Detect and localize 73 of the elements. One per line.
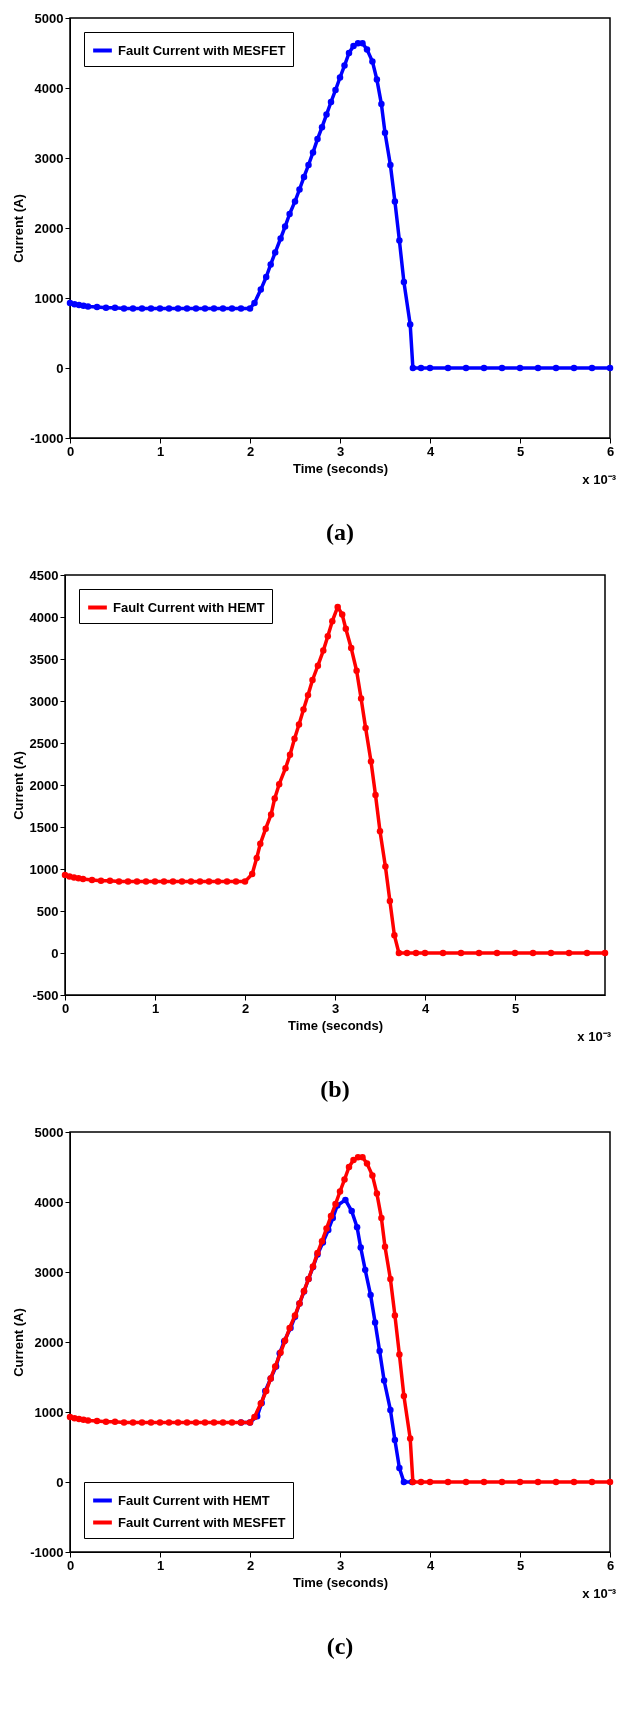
text: (c) xyxy=(326,1633,354,1659)
x-tick-label: 4 xyxy=(426,1557,435,1573)
point xyxy=(371,1319,379,1326)
y-axis-title: Current (A) xyxy=(11,194,27,263)
y-tick-label: 1000 xyxy=(34,1404,64,1420)
point xyxy=(387,1406,394,1414)
point xyxy=(348,1207,355,1215)
y-tick-label: 4000 xyxy=(29,609,59,625)
x-tick-label: 6 xyxy=(606,443,615,459)
y-axis-title: Current (A) xyxy=(10,751,26,820)
y-tick-label: -1000 xyxy=(30,1544,64,1560)
legend-label: Fault Current with MESFET xyxy=(118,42,286,58)
y-tick-label: 5000 xyxy=(34,10,64,26)
x-tick-label: 4 xyxy=(426,443,435,459)
point xyxy=(367,1291,374,1299)
y-tick-label: 1000 xyxy=(34,290,64,306)
y-tick-label: 3000 xyxy=(29,693,59,709)
point xyxy=(357,1244,364,1251)
y-tick-label: 4000 xyxy=(34,80,64,96)
x-tick-label: 4 xyxy=(421,1000,430,1016)
text: x 10⁻³ xyxy=(582,472,617,487)
x-tick-label: 5 xyxy=(516,1557,525,1573)
y-tick-label: 5000 xyxy=(34,1124,64,1140)
point xyxy=(396,1464,403,1472)
x-tick-label: 1 xyxy=(151,1000,160,1016)
x-tick-label: 0 xyxy=(66,1557,75,1573)
point xyxy=(353,1223,361,1231)
x-axis-title: Time (seconds) xyxy=(292,1574,389,1590)
x-tick-label: 3 xyxy=(331,1000,340,1016)
y-tick-label: 4500 xyxy=(29,567,59,583)
point xyxy=(400,1478,408,1486)
y-tick-label: 2000 xyxy=(34,1334,64,1350)
legend-label: Fault Current with HEMT xyxy=(118,1492,270,1508)
y-tick-label: 0 xyxy=(51,945,59,961)
x-tick-label: 1 xyxy=(156,1557,165,1573)
legend-label: Fault Current with HEMT xyxy=(113,599,265,615)
y-tick-label: 0 xyxy=(56,360,64,376)
x-tick-label: 2 xyxy=(246,1557,255,1573)
text: x 10⁻³ xyxy=(582,1586,617,1601)
y-tick-label: 2000 xyxy=(34,220,64,236)
point xyxy=(361,1266,369,1274)
y-tick-label: -1000 xyxy=(30,430,64,446)
x-axis-title: Time (seconds) xyxy=(287,1017,384,1033)
point xyxy=(391,1436,399,1444)
x-tick-label: 2 xyxy=(246,443,255,459)
y-tick-label: 500 xyxy=(36,903,59,919)
x-tick-label: 3 xyxy=(336,1557,345,1573)
x-tick-label: 0 xyxy=(66,443,75,459)
x-tick-label: 2 xyxy=(241,1000,250,1016)
y-tick-label: 3000 xyxy=(34,1264,64,1280)
text: (a) xyxy=(326,519,354,545)
point xyxy=(342,1196,349,1204)
text: (b) xyxy=(320,1076,350,1102)
y-tick-label: 3000 xyxy=(34,150,64,166)
point xyxy=(380,1377,388,1384)
text: x 10⁻³ xyxy=(577,1029,612,1044)
x-tick-label: 3 xyxy=(336,443,345,459)
x-tick-label: 5 xyxy=(516,443,525,459)
y-tick-label: -500 xyxy=(32,987,59,1003)
x-tick-label: 1 xyxy=(156,443,165,459)
point xyxy=(376,1347,383,1355)
y-tick-label: 1000 xyxy=(29,861,59,877)
legend-label: Fault Current with MESFET xyxy=(118,1514,286,1530)
y-axis-title: Current (A) xyxy=(11,1308,27,1377)
y-tick-label: 2500 xyxy=(29,735,59,751)
y-tick-label: 4000 xyxy=(34,1194,64,1210)
y-tick-label: 1500 xyxy=(29,819,59,835)
x-tick-label: 6 xyxy=(606,1557,615,1573)
x-axis-title: Time (seconds) xyxy=(292,460,389,476)
y-tick-label: 3500 xyxy=(29,651,59,667)
x-tick-label: 5 xyxy=(511,1000,520,1016)
y-tick-label: 0 xyxy=(56,1474,64,1490)
y-tick-label: 2000 xyxy=(29,777,59,793)
